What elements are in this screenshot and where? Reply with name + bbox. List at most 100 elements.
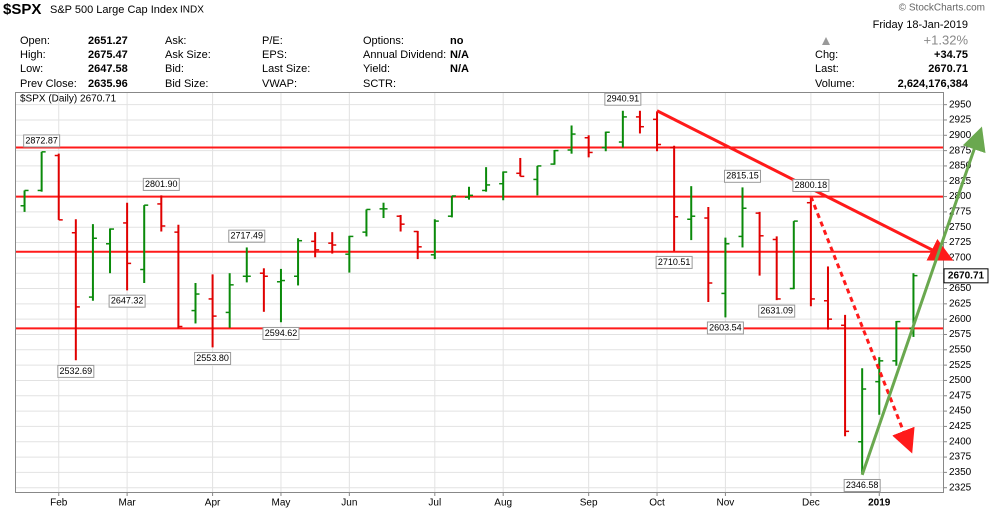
- x-tick-label: 2019: [868, 498, 891, 509]
- quote-value: 2651.27: [88, 35, 128, 47]
- y-tick-label: 2775: [949, 207, 972, 218]
- price-label: 2553.80: [196, 353, 229, 363]
- y-tick-label: 2400: [949, 436, 972, 447]
- legend: $SPX (Daily) 2670.71: [20, 94, 117, 105]
- y-tick-label: 2850: [949, 161, 972, 172]
- quote-value: 2647.58: [88, 63, 128, 75]
- price-label: 2872.87: [25, 135, 58, 145]
- change-pct: +1.32%: [924, 32, 969, 47]
- y-tick-label: 2425: [949, 421, 972, 432]
- quote-label: High:: [20, 49, 46, 61]
- price-label-box: [142, 177, 180, 191]
- quote-label: Annual Dividend:: [363, 49, 446, 61]
- quote-value: 2670.71: [928, 63, 968, 75]
- price-label-box: [604, 92, 642, 106]
- quote-value: N/A: [450, 63, 469, 75]
- x-tick-label: Oct: [649, 498, 665, 509]
- price-label-box: [655, 255, 693, 269]
- y-tick-label: 2500: [949, 375, 972, 386]
- y-tick-label: 2625: [949, 298, 972, 309]
- quote-label: Yield:: [363, 63, 390, 75]
- y-tick-label: 2700: [949, 253, 972, 264]
- copyright: © StockCharts.com: [899, 3, 985, 14]
- quote-value: no: [450, 35, 464, 47]
- y-tick-label: 2725: [949, 237, 972, 248]
- price-label: 2346.58: [846, 480, 879, 490]
- x-tick-label: Feb: [50, 498, 68, 509]
- quote-label: Volume:: [815, 78, 855, 90]
- trend-line: [809, 196, 915, 454]
- quote-label: Open:: [20, 35, 50, 47]
- y-tick-label: 2450: [949, 406, 972, 417]
- y-tick-label: 2900: [949, 130, 972, 141]
- price-label: 2710.51: [658, 257, 691, 267]
- quote-label: Bid Size:: [165, 78, 208, 90]
- security-name: S&P 500 Large Cap Index: [50, 4, 178, 16]
- price-label: 2603.54: [709, 322, 742, 332]
- last-value-label: 2670.71: [948, 270, 985, 281]
- price-label-box: [724, 169, 762, 183]
- quote-label: Low:: [20, 63, 43, 75]
- quote-label: Ask:: [165, 35, 186, 47]
- quote-label: EPS:: [262, 49, 287, 61]
- trend-line: [860, 126, 986, 476]
- y-tick-label: 2325: [949, 482, 972, 493]
- x-tick-label: Sep: [580, 498, 598, 509]
- y-tick-label: 2650: [949, 283, 972, 294]
- quote-value: 2635.96: [88, 78, 128, 90]
- x-tick-label: Aug: [494, 498, 512, 509]
- price-label-box: [758, 304, 796, 318]
- quote-label: Options:: [363, 35, 404, 47]
- price-label: 2940.91: [607, 94, 640, 104]
- y-tick-label: 2800: [949, 191, 972, 202]
- quote-label: Chg:: [815, 49, 838, 61]
- price-label: 2594.62: [265, 328, 298, 338]
- x-tick-label: Nov: [717, 498, 735, 509]
- y-tick-label: 2925: [949, 115, 972, 126]
- y-tick-label: 2950: [949, 99, 972, 110]
- price-label: 2647.32: [111, 296, 144, 306]
- y-tick-label: 2825: [949, 176, 972, 187]
- price-label-box: [843, 478, 881, 492]
- quote-label: Bid:: [165, 63, 184, 75]
- price-label-box: [792, 178, 830, 192]
- y-tick-label: 2350: [949, 467, 972, 478]
- exchange: INDX: [180, 5, 204, 16]
- x-tick-label: Apr: [205, 498, 221, 509]
- up-triangle: [822, 37, 830, 45]
- quote-label: Last Size:: [262, 63, 310, 75]
- quote-value: N/A: [450, 49, 469, 61]
- quote-label: VWAP:: [262, 78, 297, 90]
- x-tick-label: Jun: [341, 498, 357, 509]
- quote-label: Last:: [815, 63, 839, 75]
- quote-value: +34.75: [934, 49, 968, 61]
- plot-frame: [15, 92, 944, 493]
- price-label: 2717.49: [231, 231, 264, 241]
- quote-label: SCTR:: [363, 78, 396, 90]
- x-tick-label: Dec: [802, 498, 820, 509]
- price-label: 2631.09: [760, 305, 793, 315]
- price-label-box: [108, 294, 146, 308]
- price-label-box: [706, 321, 744, 335]
- y-tick-label: 2525: [949, 360, 972, 371]
- price-label: 2815.15: [726, 171, 759, 181]
- price-label: 2801.90: [145, 179, 178, 189]
- price-label-box: [23, 134, 61, 148]
- quote-value: 2,624,176,384: [898, 78, 969, 90]
- last-value-box: [943, 268, 989, 284]
- quote-value: 2675.47: [88, 49, 128, 61]
- y-tick-label: 2600: [949, 314, 972, 325]
- quote-label: P/E:: [262, 35, 283, 47]
- y-tick-label: 2375: [949, 452, 972, 463]
- price-label: 2800.18: [795, 180, 828, 190]
- x-tick-label: May: [272, 498, 291, 509]
- price-label-box: [194, 351, 232, 365]
- x-tick-label: Jul: [428, 498, 441, 509]
- symbol: $SPX: [3, 1, 41, 18]
- y-tick-label: 2550: [949, 344, 972, 355]
- price-label-box: [262, 326, 300, 340]
- y-tick-label: 2875: [949, 145, 972, 156]
- price-label: 2532.69: [60, 366, 93, 376]
